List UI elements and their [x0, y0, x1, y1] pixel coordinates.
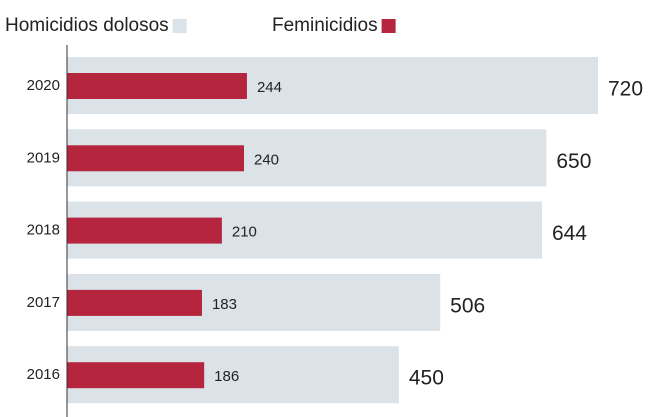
bar [67, 290, 202, 316]
value-label: 210 [232, 224, 257, 241]
value-label: 186 [214, 368, 239, 385]
y-tick-label: 2020 [27, 77, 60, 94]
value-label: 240 [254, 151, 279, 168]
chart: Homicidios dolosos Feminicidios 2020 720 244… [0, 0, 663, 417]
bar [67, 73, 247, 99]
bar [67, 362, 204, 388]
y-tick-label: 2019 [27, 149, 60, 166]
bar [67, 218, 222, 244]
legend-label: Homicidios dolosos [5, 15, 169, 36]
value-label: 650 [556, 150, 591, 173]
legend-swatch [173, 19, 187, 33]
bar [67, 145, 244, 171]
value-label: 506 [450, 294, 485, 317]
y-tick-label: 2017 [27, 294, 60, 311]
y-tick-label: 2018 [27, 222, 60, 239]
value-label: 244 [257, 79, 282, 96]
value-label: 450 [409, 367, 444, 390]
legend-label: Feminicidios [272, 15, 378, 36]
value-label: 183 [212, 296, 237, 313]
value-label: 644 [552, 222, 587, 245]
value-label: 720 [608, 78, 643, 101]
y-tick-label: 2016 [27, 366, 60, 383]
legend-swatch [382, 19, 396, 33]
